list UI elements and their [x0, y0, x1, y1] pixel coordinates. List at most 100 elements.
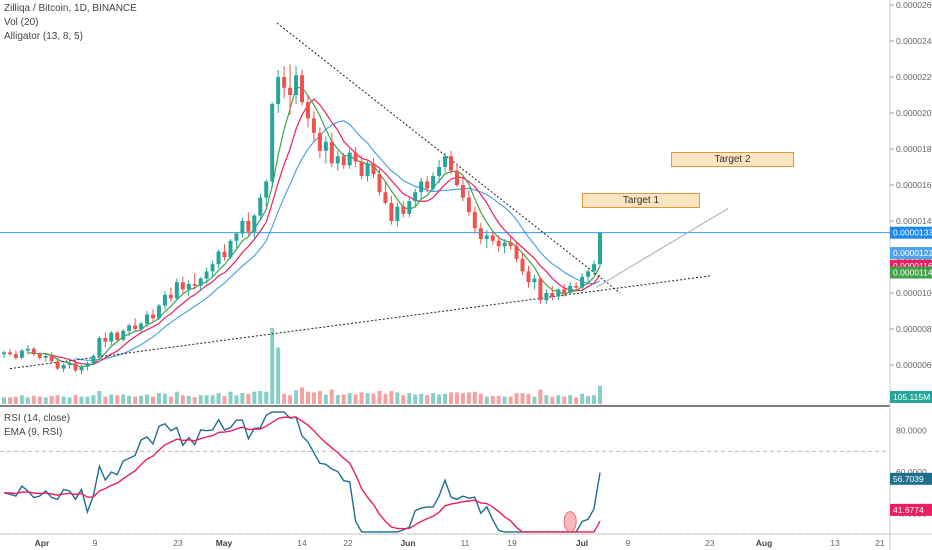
candle-body: [586, 271, 591, 277]
candle-body: [580, 276, 585, 288]
candle-body: [288, 87, 293, 95]
ascending-support-line: [9, 275, 711, 370]
volume-bar: [365, 393, 370, 404]
candle-body: [115, 332, 120, 340]
candle-body: [550, 293, 555, 297]
candle-body: [139, 323, 144, 329]
rsi-legend: RSI (14, close): [4, 413, 71, 424]
volume-bar: [443, 393, 448, 404]
projection-line: [595, 207, 729, 289]
volume-bar: [174, 391, 179, 404]
candle-body: [371, 163, 376, 175]
volume-bar: [490, 395, 495, 404]
volume-bar: [311, 392, 316, 404]
volume-bar: [222, 395, 227, 404]
volume-bars: [2, 327, 602, 404]
volume-bar: [67, 397, 72, 404]
y-tick-label: 0.00001400: [896, 216, 932, 226]
x-tick-label: Aug: [756, 538, 773, 548]
candle-body: [478, 228, 483, 239]
candle-body: [228, 240, 233, 257]
volume-bar: [192, 397, 197, 404]
volume-bar: [282, 393, 287, 404]
volume-bar: [97, 391, 102, 404]
ema-value-label: 41.6774: [893, 505, 924, 515]
candle-body: [192, 284, 197, 286]
volume-bar: [574, 397, 579, 404]
volume-bar: [139, 395, 144, 404]
candle-body: [246, 221, 251, 232]
target-2-label[interactable]: Target 2: [671, 152, 794, 167]
volume-bar: [49, 395, 54, 404]
volume-bar: [109, 394, 114, 404]
volume-bar: [502, 396, 507, 404]
candle-body: [162, 294, 167, 306]
volume-bar: [180, 395, 185, 404]
volume-label-bg: [890, 391, 932, 403]
volume-bar: [240, 393, 245, 404]
candle-body: [61, 365, 66, 369]
candle-body: [401, 206, 406, 214]
candle-body: [538, 278, 543, 301]
candle-body: [252, 215, 257, 232]
volume-bar: [586, 395, 591, 404]
candle-body: [598, 232, 602, 265]
volume-bar: [43, 397, 48, 404]
candle-body: [407, 201, 412, 214]
volume-bar: [228, 391, 233, 404]
symbol-title: Zilliqa / Bitcoin, 1D, BINANCE: [4, 3, 137, 14]
candle-body: [49, 356, 54, 362]
candle-body: [592, 264, 597, 272]
volume-bar: [395, 392, 400, 404]
volume-bar: [544, 395, 549, 404]
candle-body: [574, 285, 579, 288]
volume-bar: [305, 391, 310, 404]
volume-bar: [496, 395, 501, 404]
volume-bar: [592, 395, 597, 404]
volume-bar: [55, 395, 60, 404]
volume-bar: [472, 391, 477, 404]
volume-bar: [580, 393, 585, 404]
volume-bar: [568, 395, 573, 404]
volume-bar: [556, 395, 561, 404]
rsi-tick-label: 80.0000: [896, 426, 927, 436]
volume-bar: [25, 397, 30, 404]
volume-bar: [478, 393, 483, 404]
x-tick-label: 13: [830, 538, 840, 548]
alligator-legend: Alligator (13, 8, 5): [4, 31, 83, 42]
candle-body: [544, 293, 549, 301]
volume-bar: [103, 396, 108, 404]
ema-value-bg: [890, 503, 932, 516]
x-tick-label: Jul: [576, 538, 588, 548]
x-tick-label: Apr: [35, 538, 50, 548]
candle-body: [19, 350, 24, 358]
candle-body: [383, 192, 388, 203]
candle-body: [353, 152, 358, 162]
x-tick-label: 21: [875, 538, 885, 548]
candle-body: [264, 181, 269, 198]
volume-bar: [341, 394, 346, 404]
volume-bar: [61, 396, 66, 404]
volume-bar: [276, 347, 281, 404]
candle-body: [490, 235, 495, 241]
candle-body: [520, 258, 525, 272]
volume-bar: [246, 393, 251, 404]
candle-body: [133, 325, 138, 329]
volume-bar: [460, 393, 465, 404]
target-1-label[interactable]: Target 1: [582, 193, 700, 208]
candle-body: [7, 352, 12, 355]
candle-body: [532, 278, 537, 283]
candle-body: [431, 176, 436, 189]
volume-bar: [454, 392, 459, 404]
alligator-teeth-line: [45, 98, 601, 365]
volume-bar: [37, 396, 42, 404]
x-tick-label: 11: [461, 538, 470, 548]
candle-body: [204, 271, 209, 279]
volume-bar: [538, 389, 543, 404]
price-label-bg: [890, 266, 932, 279]
volume-bar: [550, 396, 555, 404]
price-label: 0.00001168: [893, 261, 932, 271]
candle-body: [329, 141, 334, 164]
